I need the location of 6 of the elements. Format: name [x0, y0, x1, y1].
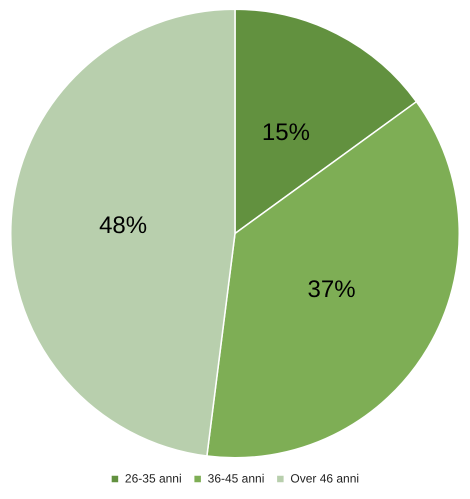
data-label: 48%	[99, 212, 148, 240]
legend-label: Over 46 anni	[290, 471, 360, 486]
data-label: 37%	[307, 276, 356, 304]
legend-label: 36-45 anni	[208, 471, 264, 486]
data-label: 15%	[262, 119, 310, 146]
legend-label: 26-35 anni	[124, 471, 182, 486]
